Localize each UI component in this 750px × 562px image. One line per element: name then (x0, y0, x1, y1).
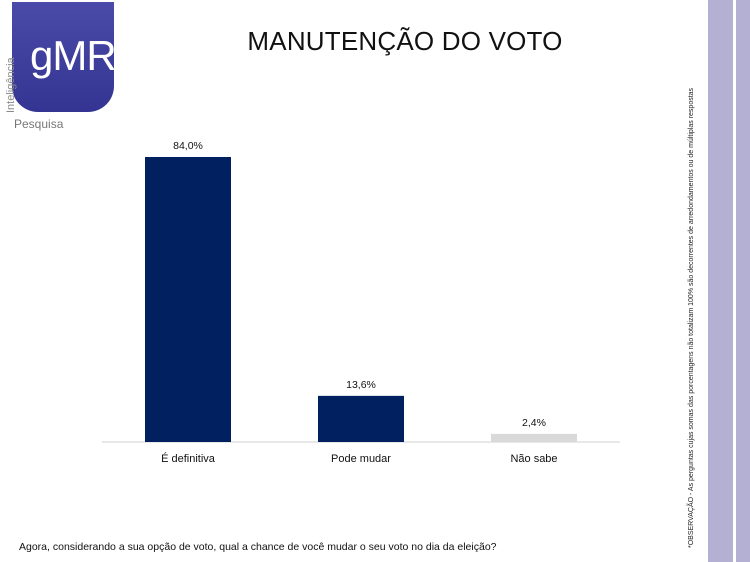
data-label-3: 2,4% (522, 417, 546, 429)
logo-box: gMR (12, 2, 117, 112)
category-label-1: É definitiva (161, 452, 216, 465)
page-title: MANUTENÇÃO DO VOTO (247, 26, 563, 56)
category-label-3: Não sabe (510, 453, 557, 465)
logo: gMR Inteligência Pesquisa (0, 0, 117, 135)
category-label-2: Pode mudar (331, 453, 391, 465)
bar-2 (318, 395, 404, 442)
bar-3 (491, 433, 577, 442)
question-text: Agora, considerando a sua opção de voto,… (19, 541, 497, 553)
side-stripe-line (733, 0, 736, 562)
data-label-1: 84,0% (173, 140, 203, 152)
logo-brand: gMR (30, 32, 117, 79)
data-label-2: 13,6% (346, 379, 376, 391)
logo-bottom-text: Pesquisa (14, 117, 64, 131)
observation-note: *OBSERVAÇÃO - As perguntas cujas somas d… (688, 87, 695, 548)
side-stripe (708, 0, 750, 562)
bar-chart: 84,0% É definitiva 13,6% Pode mudar 2,4% Não … (102, 140, 620, 465)
bar-1 (145, 157, 231, 442)
